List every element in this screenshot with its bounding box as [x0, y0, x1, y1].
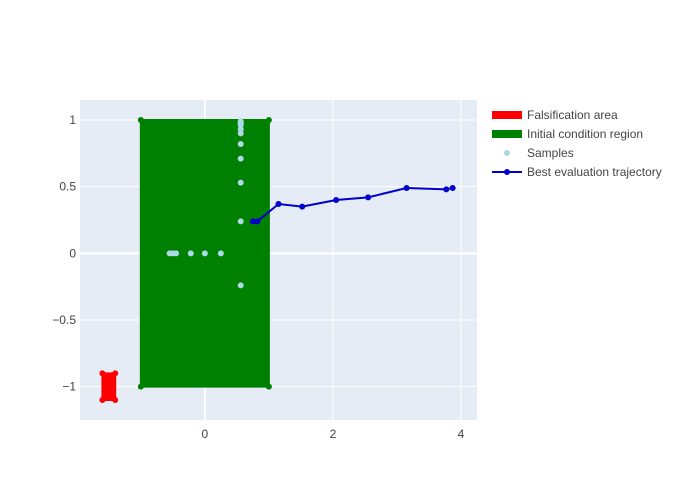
legend-item[interactable]: Falsification area: [492, 108, 618, 122]
trajectory-point: [443, 186, 450, 193]
x-tick-label: 4: [458, 427, 465, 441]
y-tick-label: 0: [69, 246, 76, 260]
initial-condition-region-vertex: [137, 117, 144, 123]
falsification-area-vertex: [99, 370, 106, 377]
falsification-area-fill: [101, 372, 117, 401]
sample-point: [187, 250, 194, 257]
x-tick-label: 0: [202, 427, 209, 441]
legend-label: Best evaluation trajectory: [527, 165, 662, 179]
trajectory-point: [333, 197, 340, 203]
falsification-area-vertex: [112, 370, 119, 377]
legend-marker: [504, 131, 510, 137]
trajectory-point: [275, 201, 282, 207]
legend-marker: [504, 150, 510, 156]
legend[interactable]: Falsification area Initial condition regi…: [492, 108, 662, 179]
initial-condition-region-vertex: [137, 383, 144, 390]
legend-label: Falsification area: [527, 108, 618, 122]
trajectory-point: [299, 203, 306, 210]
plot-background: [80, 100, 477, 420]
y-tick-label: −0.5: [52, 313, 76, 327]
legend-item[interactable]: Best evaluation trajectory: [492, 165, 662, 179]
x-tick-label: 2: [330, 427, 337, 441]
trajectory-point: [249, 218, 256, 225]
legend-item[interactable]: Samples: [504, 146, 574, 160]
initial-condition-region-vertex: [265, 117, 272, 123]
y-tick-label: 1: [69, 113, 76, 127]
legend-marker: [504, 112, 510, 118]
trajectory: [249, 185, 456, 225]
sample-point: [237, 179, 244, 186]
trajectory-point: [403, 185, 410, 191]
sample-point: [237, 218, 244, 225]
trajectory-point: [449, 185, 456, 191]
legend-label: Samples: [527, 146, 574, 160]
falsification-area-vertex: [112, 397, 119, 403]
tick-labels: 0 2 4 1 0.5 0 −0.5 −1: [52, 113, 464, 441]
legend-label: Initial condition region: [527, 127, 643, 141]
sample-point: [217, 250, 224, 257]
initial-condition-region-vertex: [265, 383, 272, 390]
legend-item[interactable]: Initial condition region: [492, 127, 643, 141]
sample-point: [237, 141, 244, 147]
falsification-area-vertex: [99, 397, 106, 403]
sample-point: [237, 118, 244, 125]
sample-point: [201, 250, 208, 257]
trajectory-point: [254, 218, 261, 225]
sample-point: [237, 282, 244, 289]
trajectory-point: [365, 194, 372, 201]
y-tick-label: 0.5: [59, 180, 76, 194]
legend-marker: [504, 169, 510, 175]
samples: [166, 118, 244, 289]
sample-point: [237, 155, 244, 162]
sample-point: [173, 250, 180, 257]
y-tick-label: −1: [62, 380, 76, 394]
